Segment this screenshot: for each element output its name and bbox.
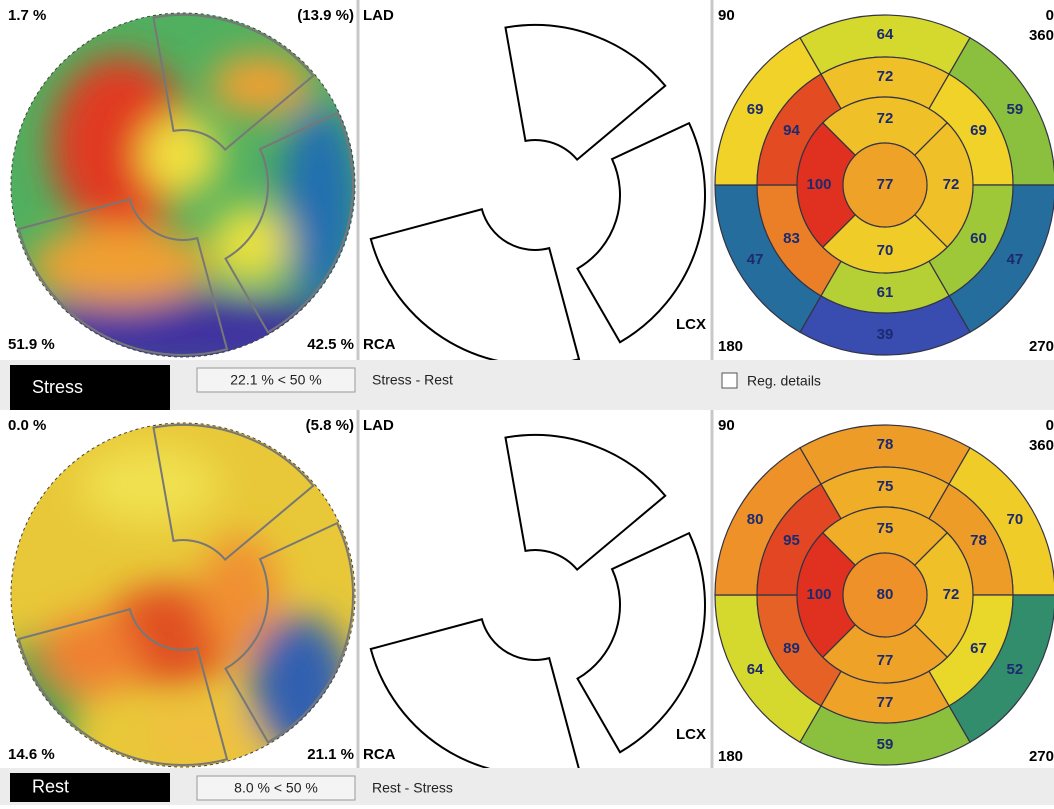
segment-value: 100 <box>806 176 831 193</box>
territory-label: LAD <box>363 7 394 24</box>
territory-label: RCA <box>363 746 396 763</box>
heat-blob <box>210 205 290 285</box>
segment-value: 83 <box>783 230 800 247</box>
segment-value: 47 <box>747 251 764 268</box>
segment-value: 89 <box>783 640 800 657</box>
segment-value: 64 <box>877 26 894 43</box>
segment-value: 80 <box>747 511 764 528</box>
segment-value: 69 <box>747 101 764 118</box>
segment-value: 100 <box>806 586 831 603</box>
extent-value: 8.0 % < 50 % <box>234 780 318 796</box>
angle-label: 90 <box>718 7 735 24</box>
map-label: 42.5 % <box>307 336 354 353</box>
heat-blob <box>40 615 140 695</box>
angle-label: 360 <box>1029 437 1054 454</box>
segment-value: 77 <box>877 176 894 193</box>
territory-label: RCA <box>363 336 396 353</box>
segment-value: 52 <box>1007 661 1024 678</box>
angle-label: 0 <box>1046 7 1054 24</box>
segment-value: 59 <box>877 736 894 753</box>
angle-label: 360 <box>1029 27 1054 44</box>
segment-value: 70 <box>1007 511 1024 528</box>
segment-value: 72 <box>877 110 894 127</box>
extent-value: 22.1 % < 50 % <box>230 372 321 388</box>
segment-value: 70 <box>877 242 894 259</box>
segment-value: 77 <box>877 652 894 669</box>
segment-value: 72 <box>943 176 960 193</box>
segment-value: 60 <box>970 230 987 247</box>
segment-value: 75 <box>877 478 894 495</box>
mode-label: Rest <box>32 776 69 796</box>
segment-value: 69 <box>970 122 987 139</box>
angle-label: 180 <box>718 338 743 355</box>
checkbox-label: Reg. details <box>747 373 821 389</box>
comparison-label: Stress - Rest <box>372 372 453 388</box>
segment-value: 72 <box>943 586 960 603</box>
checkbox[interactable] <box>722 373 737 388</box>
map-label: 51.9 % <box>8 336 55 353</box>
map-label: 21.1 % <box>307 746 354 763</box>
map-label: 1.7 % <box>8 7 46 24</box>
heat-blob <box>140 705 260 765</box>
angle-label: 90 <box>718 417 735 434</box>
heat-blob <box>210 55 310 115</box>
segment-value: 75 <box>877 520 894 537</box>
mode-label: Stress <box>32 377 83 397</box>
territory-label: LAD <box>363 417 394 434</box>
segment-value: 67 <box>970 640 987 657</box>
territory-label: LCX <box>676 316 706 333</box>
angle-label: 0 <box>1046 417 1054 434</box>
segment-value: 78 <box>970 532 987 549</box>
segment-value: 94 <box>783 122 800 139</box>
map-label: 0.0 % <box>8 417 46 434</box>
segment-value: 39 <box>877 326 894 343</box>
segment-value: 80 <box>877 586 894 603</box>
segment-value: 72 <box>877 68 894 85</box>
angle-label: 270 <box>1029 748 1054 765</box>
map-label: (5.8 %) <box>306 417 354 434</box>
segment-value: 95 <box>783 532 800 549</box>
segment-value: 61 <box>877 284 894 301</box>
screen: 1.7 % (13.9 %) 51.9 % 42.5 % LAD RCA LCX 64 59 47… <box>0 0 1054 805</box>
territory-label: LCX <box>676 726 706 743</box>
angle-label: 180 <box>718 748 743 765</box>
comparison-label: Rest - Stress <box>372 780 453 796</box>
segment-value: 77 <box>877 694 894 711</box>
heat-blob <box>80 445 220 525</box>
heat-blob <box>30 225 210 305</box>
map-label: (13.9 %) <box>297 7 354 24</box>
segment-value: 78 <box>877 436 894 453</box>
heat-blob <box>140 115 220 195</box>
angle-label: 270 <box>1029 338 1054 355</box>
map-label: 14.6 % <box>8 746 55 763</box>
segment-value: 64 <box>747 661 764 678</box>
segment-value: 47 <box>1007 251 1024 268</box>
segment-value: 59 <box>1007 101 1024 118</box>
